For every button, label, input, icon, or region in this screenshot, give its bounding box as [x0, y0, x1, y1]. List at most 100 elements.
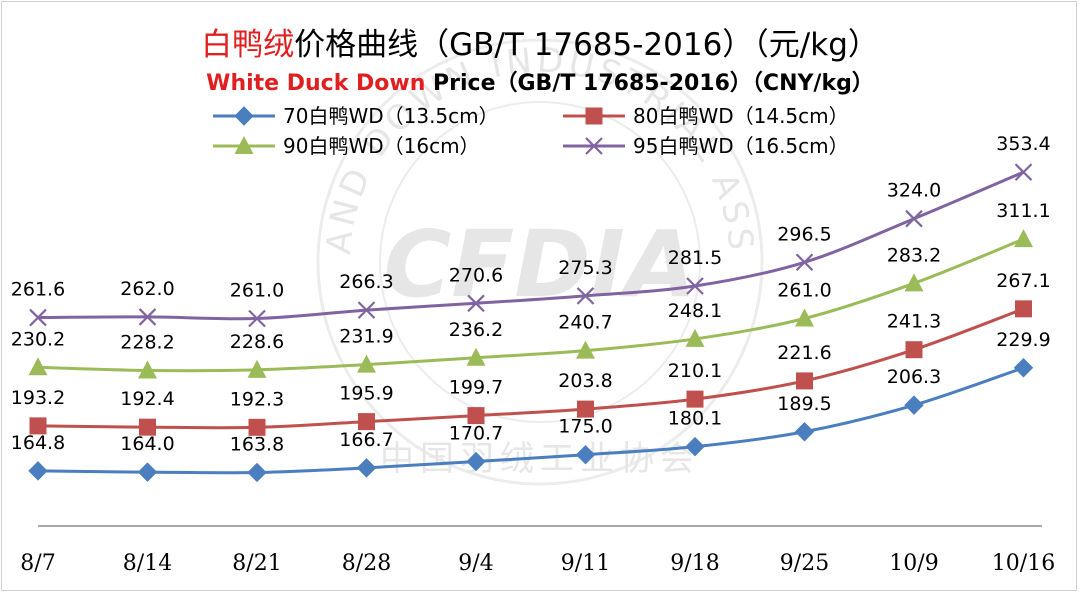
series-line	[37, 170, 1025, 321]
x-tick-label: 10/16	[992, 551, 1055, 576]
watermark-logo: CFDIA	[384, 211, 696, 318]
data-point	[357, 301, 376, 319]
chart-subtitle: White Duck Down Price（GB/T 17685-2016）（C…	[206, 71, 874, 96]
data-label: 353.4	[996, 133, 1050, 155]
data-label: 228.2	[120, 331, 174, 353]
data-label: 221.6	[777, 342, 831, 364]
data-point	[686, 277, 704, 295]
data-label: 166.7	[339, 429, 393, 451]
data-label: 230.2	[11, 328, 65, 350]
data-point	[1013, 358, 1034, 378]
legend-label: 90白鸭WD（16cm）	[283, 134, 480, 158]
chart-title: 白鸭绒价格曲线（GB/T 17685-2016）（元/kg）	[201, 27, 879, 63]
legend-item: 80白鸭WD（14.5cm）	[563, 104, 849, 128]
series-3	[28, 229, 1033, 379]
data-point	[357, 354, 376, 373]
data-point-stroke-b	[248, 309, 266, 328]
data-label: 324.0	[887, 180, 941, 202]
legend-marker	[585, 107, 603, 125]
legend-item: 90白鸭WD（16cm）	[213, 134, 480, 158]
data-label: 163.8	[230, 433, 284, 455]
chart-title-rest: 价格曲线（GB/T 17685-2016）（元/kg）	[294, 27, 879, 63]
data-point	[796, 372, 813, 390]
data-point	[138, 360, 157, 379]
x-tick-label: 8/7	[20, 551, 55, 576]
data-point	[577, 400, 594, 418]
legend-marker	[234, 106, 254, 126]
data-label: 203.8	[558, 370, 612, 392]
data-label: 261.0	[777, 279, 831, 301]
data-label: 195.9	[339, 383, 393, 405]
data-point-stroke-b	[686, 277, 704, 295]
data-point	[686, 390, 704, 408]
data-point-stroke-b	[467, 294, 485, 313]
data-point	[1014, 163, 1033, 181]
data-point	[138, 308, 157, 326]
data-label: 175.0	[558, 416, 612, 438]
data-point	[904, 273, 924, 292]
chart-subtitle-red: White Duck Down	[206, 71, 425, 96]
data-label: 281.5	[668, 247, 722, 269]
data-point	[29, 417, 47, 435]
legend-marker-stroke-b	[585, 137, 603, 155]
data-point	[248, 418, 266, 436]
series-4	[29, 163, 1033, 328]
data-point	[467, 407, 485, 425]
legend-label: 70白鸭WD（13.5cm）	[283, 104, 499, 128]
series-1	[28, 358, 1034, 483]
legend-marker	[585, 137, 603, 155]
data-point	[1014, 229, 1033, 248]
data-label: 261.6	[11, 279, 65, 301]
data-point	[139, 418, 156, 436]
data-point	[137, 462, 158, 482]
data-point-stroke-b	[1014, 163, 1033, 181]
data-point	[247, 359, 267, 378]
data-point	[905, 209, 923, 228]
data-point	[28, 357, 48, 376]
data-point	[905, 341, 923, 359]
x-tick-label: 8/21	[232, 551, 281, 576]
data-point-stroke-b	[795, 253, 814, 272]
data-label: 164.0	[120, 433, 174, 455]
x-tick-label: 9/25	[780, 551, 829, 576]
legend-label: 80白鸭WD（14.5cm）	[633, 104, 849, 128]
x-tick-label: 9/18	[670, 551, 719, 576]
data-label: 231.9	[339, 326, 393, 348]
series-line	[37, 366, 1024, 475]
data-point	[356, 458, 377, 478]
data-label: 192.4	[120, 388, 174, 410]
data-point	[794, 422, 815, 442]
series-line	[37, 237, 1025, 373]
data-label: 296.5	[777, 223, 831, 245]
data-point	[576, 287, 595, 305]
data-point	[248, 309, 266, 328]
data-label: 206.3	[887, 366, 941, 388]
series-line	[37, 307, 1025, 430]
data-label: 267.1	[996, 270, 1050, 292]
series-2	[29, 300, 1032, 436]
data-label: 193.2	[11, 387, 65, 409]
data-label: 270.6	[449, 264, 503, 286]
data-label: 189.5	[777, 393, 831, 415]
data-point-stroke-b	[905, 209, 923, 228]
legend-item: 70白鸭WD（13.5cm）	[213, 104, 499, 128]
data-point	[576, 340, 595, 359]
data-point	[795, 308, 814, 327]
legend-label: 95白鸭WD（16.5cm）	[633, 134, 849, 158]
series-layer	[28, 163, 1034, 483]
data-label: 248.1	[668, 300, 722, 322]
data-label: 170.7	[449, 423, 503, 445]
data-label: 275.3	[558, 257, 612, 279]
x-tick-label: 10/9	[889, 551, 938, 576]
x-tick-label: 9/11	[561, 551, 610, 576]
data-label: 192.3	[230, 388, 284, 410]
data-point	[575, 445, 596, 465]
data-label: 228.6	[230, 331, 284, 353]
legend-item: 95白鸭WD（16.5cm）	[563, 134, 849, 158]
data-point	[247, 462, 267, 483]
x-tick-label: 8/14	[123, 551, 172, 576]
data-label: 261.0	[230, 279, 284, 301]
data-point	[358, 413, 375, 431]
data-point-stroke-b	[29, 308, 47, 327]
